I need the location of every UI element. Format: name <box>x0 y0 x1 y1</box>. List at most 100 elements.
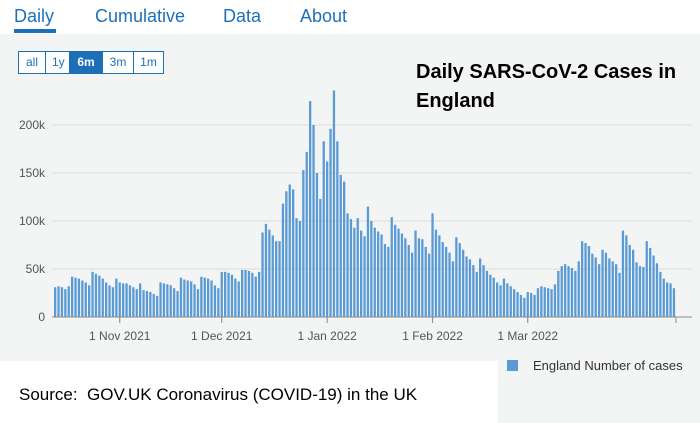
y-tick-label: 0 <box>38 310 45 324</box>
y-tick-label: 50k <box>26 262 46 276</box>
bar <box>574 270 577 317</box>
bar <box>166 284 169 317</box>
tab-cumulative[interactable]: Cumulative <box>95 6 186 26</box>
bar <box>509 286 512 317</box>
bar <box>210 280 213 317</box>
bar <box>254 276 257 317</box>
x-tick-label: 1 Mar 2022 <box>497 329 558 343</box>
bar <box>445 246 448 317</box>
bar <box>213 285 217 317</box>
range-button-6m[interactable]: 6m <box>70 52 103 73</box>
bar <box>414 230 417 317</box>
bar <box>298 221 302 317</box>
bar <box>193 284 196 317</box>
bar <box>485 270 489 317</box>
bar <box>227 272 230 317</box>
bar <box>220 271 223 317</box>
bar <box>122 283 125 317</box>
bar <box>400 233 404 317</box>
x-tick-label: 1 Dec 2021 <box>191 329 253 343</box>
bar <box>217 288 220 317</box>
range-button-all[interactable]: all <box>19 52 46 73</box>
active-tab-indicator <box>14 29 56 33</box>
bar <box>611 261 614 317</box>
bar <box>196 289 200 317</box>
bar <box>404 238 407 317</box>
bar <box>152 293 155 317</box>
tab-about[interactable]: About <box>300 6 348 26</box>
bar <box>438 235 441 317</box>
bar <box>455 237 458 317</box>
time-range-selector: all 1y 6m 3m 1m <box>18 51 164 74</box>
bar <box>64 289 67 317</box>
bar <box>472 265 475 317</box>
bar <box>145 291 149 317</box>
bar <box>339 174 342 317</box>
bar <box>628 245 631 317</box>
bar <box>492 277 495 317</box>
bar <box>176 291 179 317</box>
bar <box>468 259 472 317</box>
bar <box>67 286 70 317</box>
top-nav <box>0 0 700 34</box>
bar <box>360 230 363 317</box>
bar <box>115 278 118 317</box>
bar <box>356 218 359 317</box>
bar <box>431 213 434 317</box>
bar <box>370 221 373 317</box>
bar <box>394 224 397 317</box>
bar <box>241 269 244 317</box>
bar <box>302 170 305 317</box>
bar <box>465 256 468 317</box>
bar <box>315 173 319 317</box>
bar <box>159 282 162 317</box>
bar <box>169 285 172 317</box>
bar <box>377 231 380 317</box>
bar <box>458 243 461 317</box>
range-button-1m[interactable]: 1m <box>134 52 163 73</box>
bar <box>258 271 261 317</box>
bar <box>60 287 64 317</box>
range-button-1y[interactable]: 1y <box>46 52 70 73</box>
range-button-3m[interactable]: 3m <box>103 52 134 73</box>
x-tick-label: 1 Feb 2022 <box>402 329 463 343</box>
bar <box>519 294 523 317</box>
source-text: Source: GOV.UK Coronavirus (COVID-19) in… <box>19 385 418 404</box>
y-tick-label: 100k <box>19 214 46 228</box>
bar <box>363 236 366 317</box>
bar <box>346 213 349 317</box>
bar <box>292 189 295 317</box>
bar <box>312 125 315 317</box>
bar <box>190 281 193 317</box>
x-tick-label: 1 Nov 2021 <box>89 329 151 343</box>
tab-daily[interactable]: Daily <box>14 6 55 26</box>
bar <box>424 246 427 317</box>
tab-data[interactable]: Data <box>223 6 262 26</box>
bar <box>608 258 611 317</box>
bar <box>349 219 353 317</box>
bar <box>479 258 482 317</box>
bar <box>81 280 84 317</box>
legend-label: England Number of cases <box>533 357 683 373</box>
bar <box>179 277 183 317</box>
bar <box>77 278 81 317</box>
bar <box>635 262 638 317</box>
bar <box>343 181 346 317</box>
y-tick-label: 150k <box>19 166 46 180</box>
bar <box>336 141 339 317</box>
bar <box>547 288 550 317</box>
bar <box>278 241 281 317</box>
bar <box>621 230 625 317</box>
bar <box>625 235 628 317</box>
bar <box>584 243 587 317</box>
bar <box>108 285 111 317</box>
bar <box>550 289 553 317</box>
bar <box>604 252 608 317</box>
bar <box>577 261 580 317</box>
bar <box>139 283 142 317</box>
chart-title: Daily SARS-CoV-2 Cases in England <box>416 61 677 112</box>
bar <box>570 268 574 317</box>
bar <box>309 101 312 317</box>
bar <box>91 271 94 317</box>
